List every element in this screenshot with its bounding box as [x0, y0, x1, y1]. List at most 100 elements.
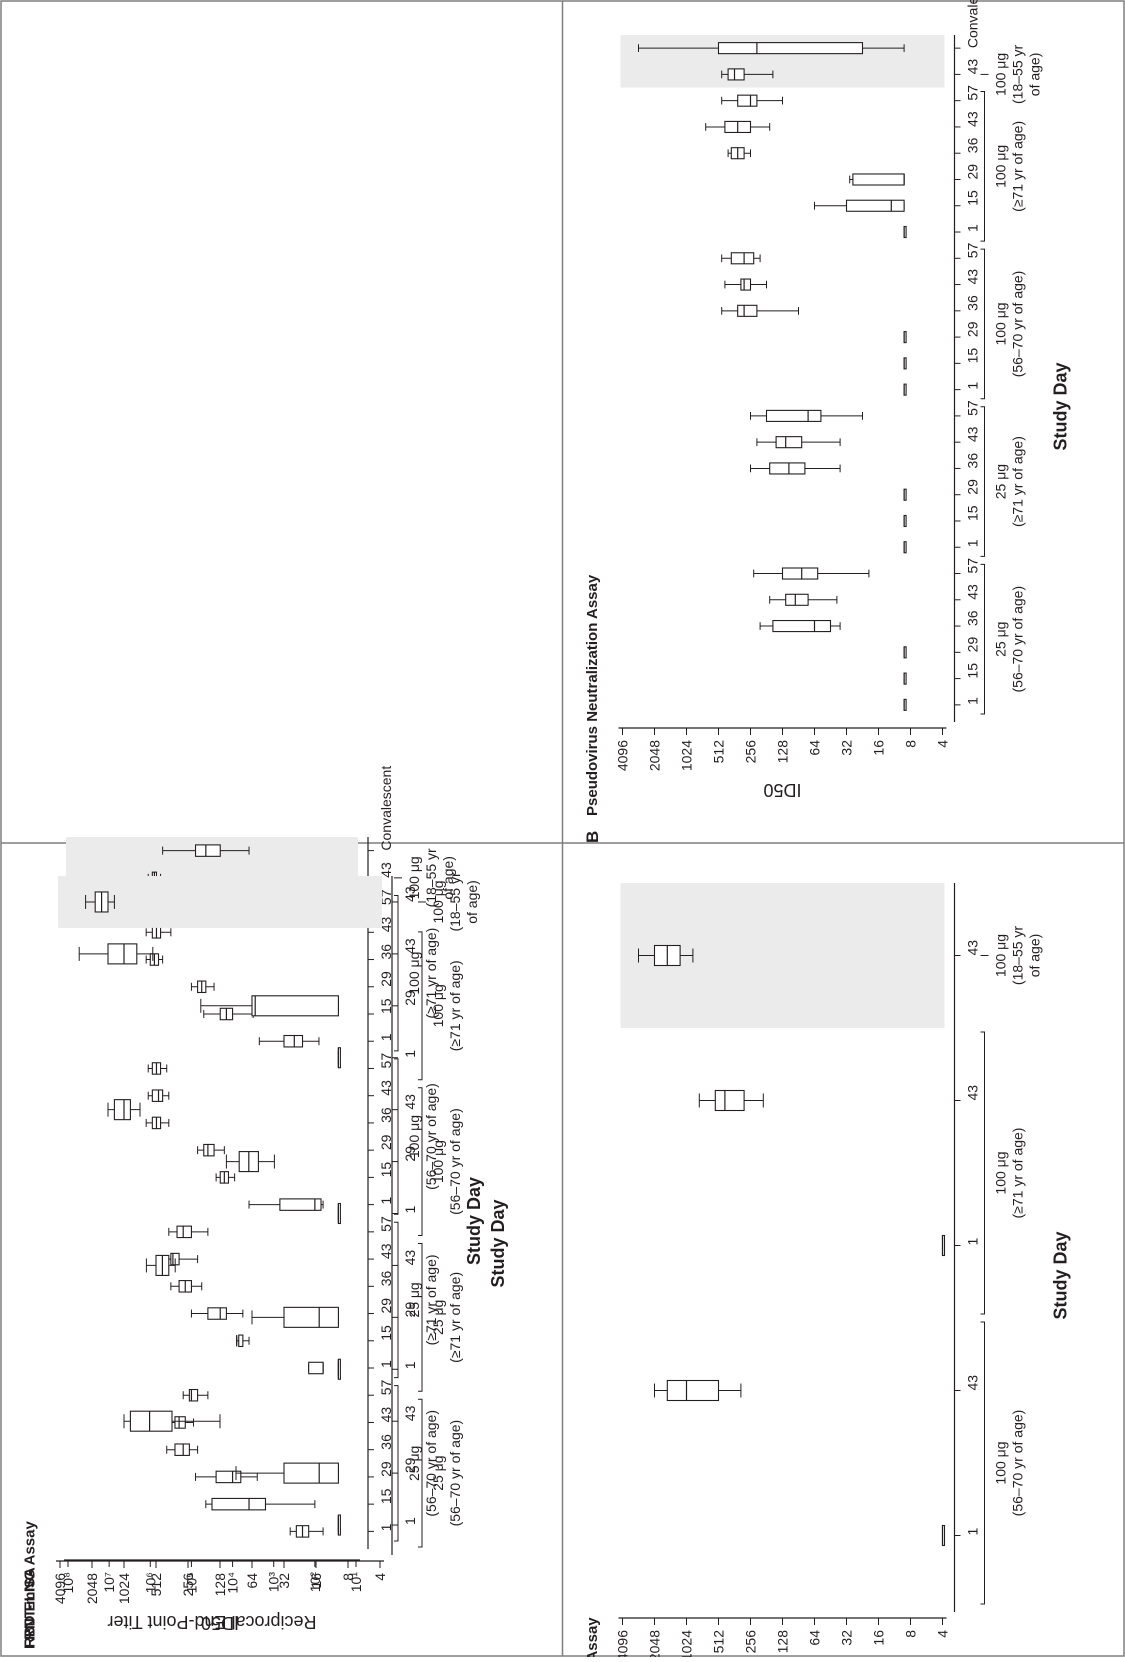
- category-tick-label: 1: [965, 539, 981, 547]
- box-iqr: [211, 1497, 267, 1511]
- box-0: [289, 1525, 324, 1538]
- box-14: [197, 1143, 225, 1157]
- value-tick-label: 4096: [52, 1573, 68, 1604]
- box-12: [248, 1198, 324, 1211]
- box-6: [337, 1202, 341, 1225]
- category-tick-label: 1: [402, 1050, 418, 1058]
- study-day-title: Study Day: [488, 1199, 508, 1287]
- category-tick-label: 43: [965, 426, 981, 442]
- group-label: (56–70 yr of age): [447, 1420, 463, 1527]
- group-label: (≥71 yr of age): [447, 1272, 463, 1363]
- category-tick-label: 43: [378, 1407, 394, 1423]
- box-iqr: [769, 462, 806, 475]
- value-axis-title: ID50: [201, 1613, 239, 1633]
- value-tick-label: 16: [308, 1573, 324, 1589]
- box-iqr: [308, 1361, 324, 1375]
- group-label: 100 μg: [430, 880, 446, 923]
- category-tick-label: 57: [965, 558, 981, 574]
- category-tick-label: 15: [378, 1488, 394, 1504]
- box-4: [769, 593, 838, 606]
- panel-title: Pseudovirus Neutralization Assay: [584, 574, 601, 816]
- box-11: [168, 1225, 209, 1239]
- box-iqr: [717, 42, 864, 55]
- group-label: of age): [1027, 53, 1043, 97]
- box-3: [698, 1089, 764, 1112]
- box-iqr: [737, 94, 758, 107]
- category-tick-label: 43: [965, 269, 981, 285]
- category-tick-label: 29: [402, 1302, 418, 1318]
- value-tick-label: 10⁴: [225, 1572, 241, 1594]
- category-tick-label: 29: [378, 1298, 394, 1314]
- group-label: 100 μg: [430, 984, 446, 1027]
- box-1: [205, 1497, 316, 1511]
- box-3: [337, 1358, 341, 1380]
- group-label: 100 μg: [406, 1115, 422, 1158]
- group-label: (18–55 yr: [423, 848, 439, 907]
- category-tick-label: 29: [965, 637, 981, 653]
- box-3: [166, 1443, 199, 1456]
- box-2: [903, 646, 907, 659]
- category-tick-label: 43: [402, 938, 418, 954]
- category-tick-label: 36: [965, 453, 981, 469]
- box-21: [727, 147, 751, 160]
- value-tick-label: 128: [775, 740, 791, 764]
- box-12: [85, 891, 115, 913]
- box-iqr: [279, 1198, 322, 1211]
- category-tick-label: 36: [965, 295, 981, 311]
- box-8: [903, 488, 907, 501]
- group-label: 100 μg: [993, 53, 1009, 96]
- value-tick-label: 512: [711, 740, 727, 764]
- box-10: [200, 995, 339, 1017]
- box-11: [78, 943, 154, 965]
- group-label: (56–70 yr of age): [423, 1410, 439, 1517]
- category-tick-label: 36: [378, 944, 394, 960]
- box-iqr: [174, 1416, 186, 1429]
- box-12: [903, 383, 907, 396]
- box-16: [724, 278, 767, 291]
- value-tick-label: 8: [903, 740, 919, 748]
- box-14: [903, 331, 907, 344]
- panel-title: FRNT-mNG Assay: [22, 1521, 39, 1649]
- group-label: of age): [1027, 934, 1043, 978]
- value-tick-label: 128: [775, 1630, 791, 1654]
- group-label: 25 μg: [430, 1300, 446, 1335]
- category-tick-label: 1: [965, 382, 981, 390]
- value-tick-label: 1024: [679, 1630, 695, 1657]
- value-tick-label: 256: [743, 740, 759, 764]
- category-tick-label: 1: [402, 1517, 418, 1525]
- group-bracket: [418, 931, 423, 1081]
- category-tick-label: 43: [402, 886, 418, 902]
- box-7: [236, 1334, 250, 1348]
- category-tick-label: 57: [378, 1053, 394, 1069]
- category-tick-label: 57: [965, 400, 981, 416]
- box-iqr: [781, 567, 819, 580]
- category-tick-label: 43: [965, 1085, 981, 1101]
- box-iqr: [238, 1334, 244, 1348]
- value-tick-label: 4096: [615, 1630, 631, 1657]
- box-iqr: [775, 436, 803, 449]
- panel-C: 48163264128256512102420484096ID50CFRNT-m…: [22, 872, 509, 1649]
- box-15: [145, 1116, 170, 1130]
- box-iqr: [129, 1410, 173, 1432]
- box-7: [225, 1151, 275, 1173]
- value-axis-title: ID50: [763, 780, 801, 800]
- panel-title: PRNT Assay: [584, 1617, 601, 1657]
- box-1: [654, 1379, 742, 1402]
- box-24: [721, 68, 774, 81]
- value-tick-label: 4: [935, 740, 951, 748]
- category-tick-label: 29: [378, 971, 394, 987]
- box-iqr: [113, 1099, 131, 1121]
- category-tick-label: 15: [965, 348, 981, 364]
- value-tick-label: 10⁸: [60, 1572, 76, 1594]
- box-21: [145, 953, 164, 966]
- group-label: (≥71 yr of age): [447, 960, 463, 1051]
- box-iqr: [176, 1225, 192, 1239]
- category-tick-label: 1: [402, 1361, 418, 1369]
- category-tick-label: 1: [965, 1528, 981, 1536]
- group-bracket: [980, 248, 985, 400]
- value-tick-label: 32: [839, 1630, 855, 1646]
- box-iqr: [188, 1388, 199, 1402]
- box-iqr: [765, 409, 822, 422]
- box-iqr: [785, 593, 809, 606]
